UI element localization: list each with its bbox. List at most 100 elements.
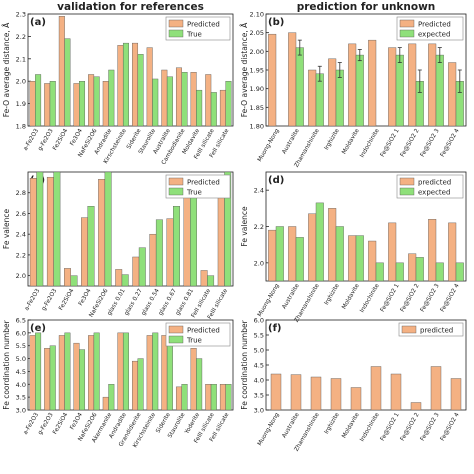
bar-predicted <box>290 374 302 411</box>
bar-predicted <box>149 233 157 287</box>
plot-frame <box>27 319 234 411</box>
bar-predicted <box>205 384 212 411</box>
y-tick-label: 2.2 <box>254 223 264 231</box>
bar-expected <box>295 47 304 127</box>
bar-predicted <box>88 335 95 411</box>
y-tick-label: 2.1 <box>16 55 26 63</box>
bar-true <box>36 171 44 287</box>
bar-true <box>64 332 71 411</box>
bar-true <box>49 345 56 411</box>
y-tick-label: 4.5 <box>16 368 26 376</box>
y-tick-label: 3.5 <box>254 392 264 400</box>
bar-predicted <box>308 69 317 127</box>
bar-true <box>35 332 42 411</box>
bar-expected <box>355 54 364 127</box>
y-tick-label: 6.5 <box>16 317 26 325</box>
plot-frame <box>27 171 234 287</box>
bar-predicted <box>348 235 357 282</box>
panel-title: validation for references <box>57 1 204 13</box>
bar-predicted <box>219 384 226 411</box>
bar-expected <box>395 262 404 282</box>
legend-label: True <box>186 189 202 197</box>
bar-true <box>137 54 144 127</box>
panel-label: (f) <box>268 323 282 334</box>
bar-predicted <box>44 83 51 127</box>
y-tick-label: 1.80 <box>250 123 264 131</box>
y-tick-label: 2.2 <box>16 33 26 41</box>
bar-predicted <box>428 43 437 127</box>
bar-predicted <box>44 348 51 411</box>
bar-predicted <box>205 74 212 127</box>
bar-true <box>87 205 95 287</box>
bar-predicted <box>58 335 65 411</box>
bar-expected <box>275 226 284 282</box>
bar-true <box>207 275 215 287</box>
legend-swatch <box>168 29 184 38</box>
bar-predicted <box>146 335 153 411</box>
bar-true <box>225 80 232 127</box>
bar-predicted <box>270 373 282 411</box>
bar-true <box>152 78 159 127</box>
legend-label: Predicted <box>418 21 451 29</box>
y-tick-label: 2.4 <box>16 231 26 239</box>
y-tick-label: 2.2 <box>16 251 26 259</box>
bar-predicted <box>64 268 71 287</box>
bar-true <box>173 205 180 287</box>
bar-true <box>196 89 203 127</box>
y-tick-label: 1.85 <box>250 104 264 112</box>
bar-expected <box>415 257 424 282</box>
legend-label: True <box>186 31 202 39</box>
bar-expected <box>395 54 404 127</box>
plot-frame <box>27 13 234 127</box>
bar-expected <box>295 237 304 282</box>
legend-label: predicted <box>420 327 453 335</box>
bar-true <box>104 171 112 287</box>
bar-true <box>53 171 61 287</box>
bar-true <box>70 275 78 287</box>
legend-swatch <box>168 177 184 186</box>
bar-true <box>155 219 163 287</box>
legend-swatch <box>401 325 417 334</box>
bar-expected <box>455 262 464 282</box>
legend-swatch <box>168 19 184 28</box>
legend-swatch <box>168 325 184 334</box>
y-tick-label: 1.8 <box>16 123 26 131</box>
bar-predicted <box>310 376 322 411</box>
bar-predicted <box>268 229 277 282</box>
bar-predicted <box>450 378 462 411</box>
y-tick-label: 2.0 <box>16 272 26 280</box>
legend-swatch <box>399 29 415 38</box>
bar-predicted <box>448 62 457 127</box>
legend-label: Predicted <box>187 179 220 187</box>
bar-predicted <box>73 342 80 411</box>
y-axis-label: Fe coordination number <box>2 319 11 409</box>
panel-label: (e) <box>30 323 46 334</box>
bar-predicted <box>268 33 277 127</box>
y-tick-label: 1.90 <box>250 85 264 93</box>
bar-predicted <box>115 269 123 287</box>
chart-panel-5: (e) 3.0 3.5 4.0 4.5 5.0 5.5 6.0 6.5 Fe coordinati… <box>2 317 234 449</box>
legend-swatch <box>168 335 184 344</box>
y-tick-label: 4.0 <box>254 377 264 385</box>
bar-true <box>210 92 217 127</box>
bar-predicted <box>408 43 417 127</box>
bar-predicted <box>430 366 442 411</box>
bar-predicted <box>350 387 362 411</box>
y-axis-label: Fe valence <box>2 209 11 250</box>
legend-swatch <box>399 19 415 28</box>
bar-true <box>152 332 159 411</box>
y-tick-label: 5.5 <box>16 342 26 350</box>
panel-label: (a) <box>30 17 46 28</box>
legend-label: True <box>186 337 202 345</box>
bar-predicted <box>190 348 197 411</box>
y-axis-label: Fe valence <box>240 206 249 247</box>
y-axis-label: Fe-O average distance, Å <box>240 22 249 117</box>
bar-true <box>79 349 86 411</box>
bar-predicted <box>328 58 337 127</box>
bar-predicted <box>448 222 457 282</box>
bar-predicted <box>388 47 397 127</box>
bar-predicted <box>102 396 109 411</box>
y-tick-label: 2.4 <box>254 187 264 195</box>
y-tick-label: 2.3 <box>16 11 26 19</box>
